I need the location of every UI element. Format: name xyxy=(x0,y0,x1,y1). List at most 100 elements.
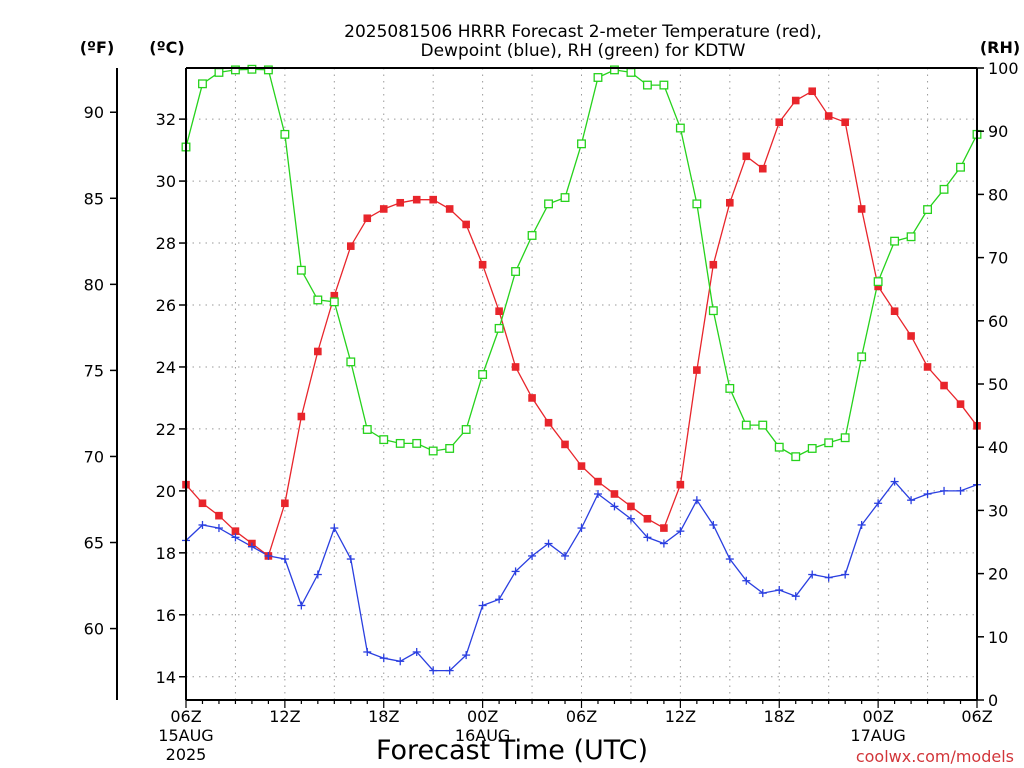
watermark: coolwx.com/models xyxy=(856,747,1014,766)
rh-axis-unit: (RH) xyxy=(980,38,1020,57)
rh-point xyxy=(560,193,570,203)
dewpoint-point xyxy=(907,496,916,505)
celsius-tick-label: 26 xyxy=(156,296,176,315)
x-tick-label: 06Z xyxy=(170,707,201,726)
rh-point xyxy=(412,438,422,448)
rh-point xyxy=(675,123,685,133)
rh-point xyxy=(840,433,850,443)
rh-point xyxy=(692,199,702,209)
temperature-point xyxy=(874,282,882,291)
dewpoint-point xyxy=(396,657,405,666)
temperature-point xyxy=(495,307,503,315)
rh-point xyxy=(230,65,240,75)
rh-point xyxy=(198,79,207,89)
dewpoint-point xyxy=(280,555,289,564)
dewpoint-point xyxy=(890,477,899,486)
temperature-point xyxy=(363,214,372,223)
dewpoint-point xyxy=(198,520,207,529)
rh-point xyxy=(906,232,916,242)
dewpoint-point xyxy=(313,570,322,579)
temperature-point xyxy=(709,260,718,269)
rh-tick-label: 60 xyxy=(988,312,1008,331)
rh-point xyxy=(494,323,504,333)
dewpoint-point xyxy=(528,551,537,560)
temperature-point xyxy=(857,205,866,213)
temperature-point xyxy=(281,499,289,508)
rh-tick-label: 40 xyxy=(988,438,1008,457)
rh-point xyxy=(478,370,488,379)
fahrenheit-tick-label: 60 xyxy=(84,620,104,639)
dewpoint-point xyxy=(791,592,800,601)
temperature-point xyxy=(907,332,915,340)
rh-point xyxy=(247,64,257,74)
temperature-point xyxy=(429,195,437,204)
rh-tick-label: 70 xyxy=(988,249,1008,268)
rh-point xyxy=(708,306,718,316)
dewpoint-point xyxy=(610,502,619,511)
temperature-point xyxy=(890,307,899,315)
rh-point xyxy=(758,420,768,430)
rh-point xyxy=(263,65,273,75)
celsius-tick-label: 16 xyxy=(156,606,176,625)
dewpoint-point xyxy=(297,601,306,610)
dewpoint-point xyxy=(643,533,652,542)
rh-point xyxy=(445,444,455,453)
temperature-point xyxy=(297,412,306,421)
rh-point xyxy=(791,452,801,462)
rh-point xyxy=(659,80,669,90)
temperature-point xyxy=(676,480,685,489)
temperature-point xyxy=(445,205,454,213)
dewpoint-point xyxy=(561,551,570,560)
dewpoint-point xyxy=(775,586,784,595)
temperature-point xyxy=(528,394,536,402)
temperature-point xyxy=(215,511,223,520)
dewpoint-point xyxy=(330,524,339,533)
rh-point xyxy=(939,184,949,194)
dewpoint-point xyxy=(379,654,388,663)
temperature-point xyxy=(412,195,421,204)
temperature-point xyxy=(330,291,339,300)
rh-point xyxy=(280,129,290,139)
temperature-point xyxy=(346,242,355,250)
celsius-tick-label: 24 xyxy=(156,358,176,377)
axes xyxy=(110,67,984,708)
dewpoint-point xyxy=(462,651,471,660)
rh-point xyxy=(923,205,933,215)
rh-point xyxy=(774,442,784,452)
dewpoint-point xyxy=(593,489,602,498)
temperature-point xyxy=(198,499,207,508)
celsius-tick-label: 30 xyxy=(156,172,176,191)
rh-tick-label: 80 xyxy=(988,185,1008,204)
dewpoint-point xyxy=(857,520,866,529)
temperature-point xyxy=(923,363,932,371)
rh-point xyxy=(890,236,900,246)
temperature-point xyxy=(511,363,520,371)
x-tick-label: 06Z xyxy=(961,707,992,726)
fahrenheit-tick-label: 70 xyxy=(84,447,104,466)
dewpoint-point xyxy=(709,520,718,529)
rh-point xyxy=(610,65,619,75)
rh-point xyxy=(857,352,867,362)
temperature-point xyxy=(940,381,948,390)
dewpoint-point xyxy=(758,589,767,598)
temperature-point xyxy=(577,462,586,470)
rh-point xyxy=(395,438,405,448)
dewpoint-point xyxy=(544,539,553,548)
fahrenheit-tick-label: 65 xyxy=(84,534,104,553)
rh-tick-label: 50 xyxy=(988,375,1008,394)
rh-point xyxy=(362,425,372,434)
temperature-point xyxy=(791,96,800,105)
rh-point xyxy=(329,297,339,307)
x-tick-label: 06Z xyxy=(566,707,597,726)
dewpoint-point xyxy=(841,570,850,579)
x-date-label: 16AUG xyxy=(455,726,510,745)
rh-point xyxy=(461,425,471,434)
temperature-point xyxy=(462,220,470,229)
rh-point xyxy=(626,67,636,77)
rh-point xyxy=(642,80,652,90)
x-date-label: 15AUG xyxy=(158,726,213,745)
x-tick-label: 00Z xyxy=(862,707,893,726)
temperature-point xyxy=(379,205,388,213)
dewpoint-point xyxy=(346,555,355,564)
